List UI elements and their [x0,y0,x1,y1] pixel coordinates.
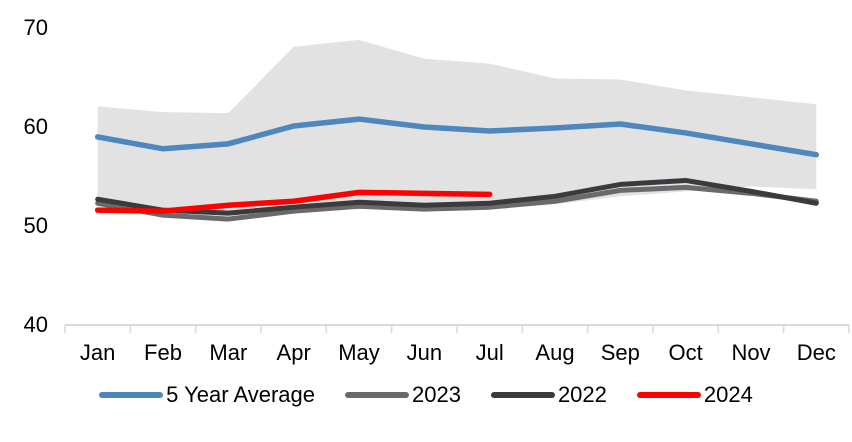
series-line-2022 [95,177,819,216]
x-axis-label-apr: Apr [276,340,311,365]
y-axis: 70 60 50 40 [0,0,48,442]
legend-item-2023: 2023 [344,382,461,407]
legend-swatch-2023 [344,392,409,398]
legend-swatch-2024 [636,392,701,398]
series-line-5-year-average [94,116,820,158]
x-axis-label-aug: Aug [535,340,575,365]
y-axis-label-40: 40 [23,312,48,337]
series-line-2024 [94,189,493,214]
legend-label-2022: 2022 [557,382,607,407]
legend-swatch-5-year-average [99,392,164,398]
legend-label-5-year-average: 5 Year Average [166,382,315,407]
x-axis-label-mar: Mar [209,340,248,365]
x-axis-label-jun: Jun [406,340,443,365]
y-axis-label-50: 50 [23,213,48,238]
series-line-2023 [95,184,819,222]
legend-item-2024: 2024 [636,382,753,407]
legend-item-5-year-average: 5 Year Average [99,384,315,406]
y-axis-label-70: 70 [23,15,48,40]
y-axis-label-60: 60 [23,114,48,139]
legend-label-2024: 2024 [703,382,753,407]
x-axis-label-nov: Nov [731,340,771,365]
chart-legend: 5 Year Average 2023 2022 2024 [0,384,852,406]
x-axis-label-sep: Sep [600,340,640,365]
x-axis: Jan Feb Mar Apr May Jun Jul Aug Sep Oct Nov Dec [0,340,852,367]
legend-swatch-2022 [490,392,555,398]
x-axis-label-jul: Jul [475,340,504,365]
x-axis-label-jan: Jan [79,340,116,365]
legend-label-2023: 2023 [411,382,461,407]
x-axis-label-feb: Feb [144,340,182,365]
x-axis-label-oct: Oct [668,340,703,365]
legend-item-2022: 2022 [490,382,607,407]
x-axis-label-dec: Dec [796,340,836,365]
x-axis-label-may: May [338,340,380,365]
